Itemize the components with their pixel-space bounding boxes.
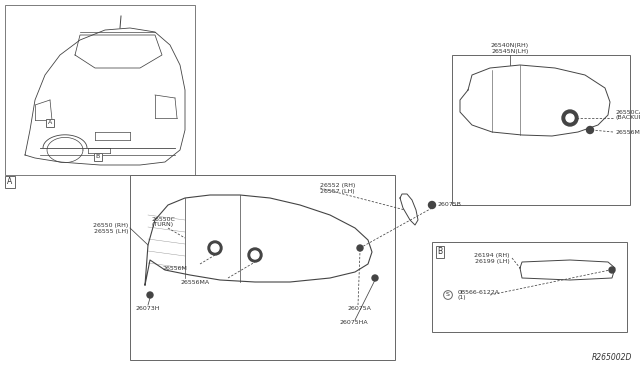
Text: 26556MB: 26556MB bbox=[615, 129, 640, 135]
Text: 26075A: 26075A bbox=[348, 305, 372, 311]
Text: 26075HA: 26075HA bbox=[340, 320, 369, 324]
Text: 26194 (RH): 26194 (RH) bbox=[474, 253, 510, 257]
Text: A: A bbox=[48, 121, 52, 125]
Text: 0B566-6122A
(1): 0B566-6122A (1) bbox=[458, 289, 500, 301]
Bar bbox=[5, 5, 195, 175]
Text: S: S bbox=[446, 292, 450, 298]
Text: 26199 (LH): 26199 (LH) bbox=[476, 259, 510, 263]
Text: 26073H: 26073H bbox=[135, 305, 159, 311]
Text: 26555 (LH): 26555 (LH) bbox=[93, 230, 128, 234]
Text: 26550CA
(BACKUP): 26550CA (BACKUP) bbox=[615, 110, 640, 121]
Circle shape bbox=[586, 126, 593, 134]
Circle shape bbox=[429, 202, 435, 208]
Text: 26556MA: 26556MA bbox=[180, 279, 209, 285]
Circle shape bbox=[147, 292, 153, 298]
Text: 26552 (RH): 26552 (RH) bbox=[320, 183, 355, 187]
Text: 26545N(LH): 26545N(LH) bbox=[492, 48, 529, 54]
Text: 26557 (LH): 26557 (LH) bbox=[320, 189, 355, 195]
Text: 26550C
(TURN): 26550C (TURN) bbox=[151, 217, 175, 227]
Text: 26540N(RH): 26540N(RH) bbox=[491, 42, 529, 48]
Circle shape bbox=[609, 267, 615, 273]
Circle shape bbox=[211, 244, 219, 252]
Circle shape bbox=[248, 248, 262, 262]
Circle shape bbox=[251, 251, 259, 259]
Circle shape bbox=[566, 114, 574, 122]
Circle shape bbox=[562, 110, 578, 126]
Text: 26556M: 26556M bbox=[163, 266, 188, 270]
Text: A: A bbox=[8, 177, 13, 186]
Circle shape bbox=[372, 275, 378, 281]
Circle shape bbox=[208, 241, 222, 255]
Bar bbox=[130, 175, 395, 360]
Text: R265002D: R265002D bbox=[591, 353, 632, 362]
Bar bbox=[452, 55, 630, 205]
Text: 26075B: 26075B bbox=[438, 202, 462, 208]
Text: B: B bbox=[96, 154, 100, 160]
Bar bbox=[432, 242, 627, 332]
Text: B: B bbox=[437, 247, 443, 257]
Text: 26550 (RH): 26550 (RH) bbox=[93, 222, 128, 228]
Circle shape bbox=[357, 245, 363, 251]
